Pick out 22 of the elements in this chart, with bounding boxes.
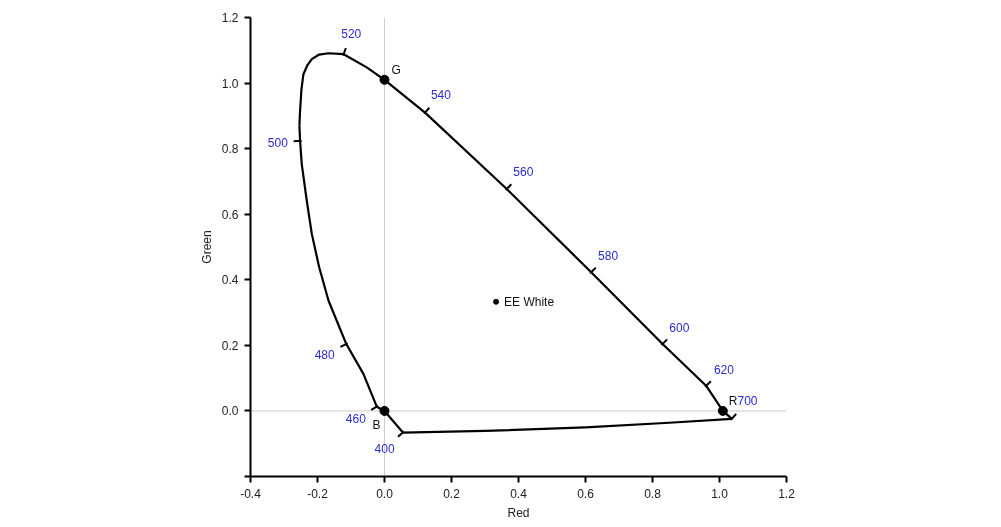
y-tick-label: 0.2 [221, 338, 239, 353]
x-tick-label: -0.2 [307, 486, 329, 501]
x-tick-label: 0.2 [443, 486, 461, 501]
x-tick-label: 0.6 [577, 486, 595, 501]
annotation: 500 [267, 135, 289, 150]
x-tick-label: -0.4 [240, 486, 262, 501]
x-tick-label: 0.0 [376, 486, 394, 501]
annotation: 700 [737, 394, 758, 409]
x-tick-label: 0.8 [644, 486, 662, 501]
y-tick-label: 1.2 [221, 11, 239, 25]
y-tick-label: 0.0 [221, 404, 239, 419]
x-tick-label: 1.2 [778, 486, 796, 501]
y-tick-label: 0.8 [221, 142, 239, 157]
y-tick-label: 0.4 [221, 273, 239, 288]
y-tick-label: 0.6 [221, 207, 239, 222]
annotation: 400 [374, 441, 395, 456]
y-axis-title: Green [199, 230, 214, 264]
x-tick-label: 1.0 [711, 486, 729, 501]
y-tick-label: 1.0 [221, 76, 239, 91]
x-tick-label: 0.4 [510, 486, 528, 501]
x-axis-title: Red [507, 505, 530, 520]
annotation: 520 [341, 27, 362, 42]
